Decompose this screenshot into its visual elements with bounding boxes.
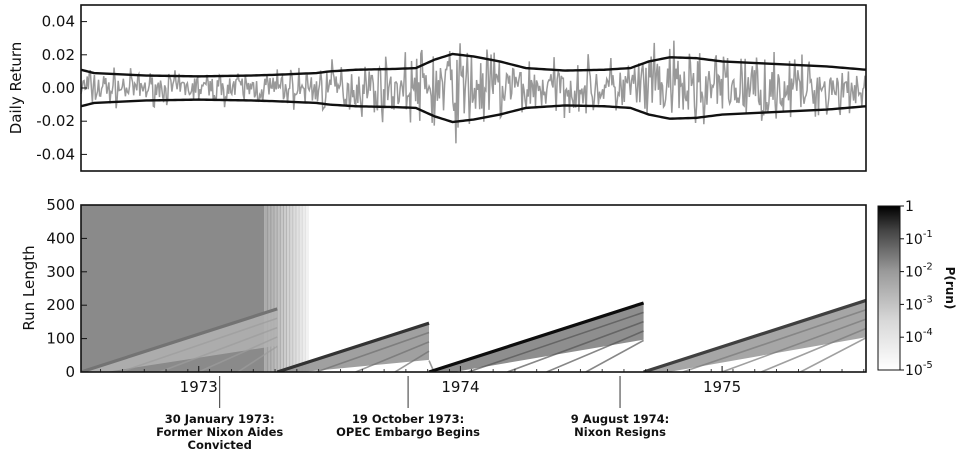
heatmap-fade-stripe bbox=[289, 205, 294, 372]
returns-y-tick-label: 0.02 bbox=[42, 46, 75, 64]
colorbar bbox=[877, 205, 901, 371]
heatmap-fade-stripe bbox=[279, 205, 284, 372]
heatmap-fade-stripe bbox=[286, 205, 291, 372]
heatmap-fade-stripe bbox=[283, 205, 288, 372]
heatmap-segment bbox=[81, 307, 278, 372]
returns-panel: 0.04 0.02 0.00 -0.02 -0.04 Daily Return bbox=[7, 4, 867, 172]
heatmap-fade-stripe bbox=[267, 205, 272, 372]
event-label-line: OPEC Embargo Begins bbox=[336, 425, 480, 439]
heatmap-frame bbox=[80, 204, 867, 373]
heatmap-marks bbox=[81, 205, 866, 372]
returns-marks bbox=[80, 40, 867, 144]
event-label-line: Convicted bbox=[188, 438, 252, 449]
event-label-line: 9 August 1974: bbox=[571, 412, 669, 426]
runlength-y-tick-label: 0 bbox=[65, 363, 75, 381]
heatmap-streak bbox=[800, 337, 866, 372]
year-tick-label: 1973 bbox=[180, 378, 218, 396]
runlength-y-axis-label: Run Length bbox=[20, 245, 38, 330]
heatmap-streak bbox=[546, 330, 644, 372]
heatmap-streak bbox=[198, 336, 278, 372]
heatmap-fade-stripe bbox=[273, 205, 278, 372]
heatmap-streak bbox=[467, 311, 644, 372]
runlength-y-tick-label: 100 bbox=[46, 330, 75, 348]
heatmap-run-diagonal bbox=[276, 321, 430, 372]
heatmap-streak bbox=[237, 345, 278, 372]
heatmap-run-diagonal bbox=[428, 301, 645, 372]
heatmap-streak bbox=[507, 320, 644, 372]
event-label-line: Nixon Resigns bbox=[574, 425, 666, 439]
year-tick-label: 1975 bbox=[703, 378, 741, 396]
colorbar-tick-label: 10-4 bbox=[905, 327, 933, 346]
colorbar-tick-label: 1 bbox=[905, 199, 914, 215]
colorbar-tick-label: 10-3 bbox=[905, 294, 933, 313]
colorbar-ticks: 1 10-1 10-2 10-3 10-4 10-5 bbox=[900, 199, 933, 379]
heatmap-fade-stripe bbox=[295, 205, 300, 372]
event-annotation: 19 October 1973:OPEC Embargo Begins bbox=[336, 376, 480, 439]
returns-y-ticks: 0.04 0.02 0.00 -0.02 -0.04 bbox=[36, 13, 87, 163]
event-label-line: 19 October 1973: bbox=[352, 412, 464, 426]
event-annotation: 30 January 1973:Former Nixon AidesConvic… bbox=[156, 376, 283, 449]
returns-y-tick-label: -0.04 bbox=[36, 145, 75, 163]
heatmap-fade-stripe bbox=[270, 205, 275, 372]
heatmap-streak bbox=[355, 341, 430, 372]
heatmap-fade-stripe bbox=[292, 205, 297, 372]
heatmap-streak bbox=[721, 318, 866, 372]
year-tick-label: 1974 bbox=[441, 378, 479, 396]
returns-y-tick-label: 0.04 bbox=[42, 13, 75, 31]
heatmap-segment bbox=[428, 301, 645, 372]
heatmap-streak bbox=[119, 317, 278, 372]
colorbar-tick-label: 10-1 bbox=[905, 229, 933, 248]
returns-y-tick-label: 0.00 bbox=[42, 79, 75, 97]
heatmap-streak bbox=[394, 350, 430, 372]
heatmap-streak bbox=[585, 339, 644, 372]
returns-y-tick-label: -0.02 bbox=[36, 112, 75, 130]
event-annotations: 30 January 1973:Former Nixon AidesConvic… bbox=[156, 376, 669, 449]
heatmap-segment bbox=[276, 321, 435, 372]
heatmap-run-diagonal bbox=[81, 307, 278, 372]
heatmap-fade-stripe bbox=[276, 205, 281, 372]
event-label-line: Former Nixon Aides bbox=[156, 425, 283, 439]
runlength-panel: 500 400 300 200 100 0 1973 1974 1975 Run Length… bbox=[20, 196, 957, 449]
heatmap-run-diagonal bbox=[643, 298, 866, 372]
colorbar-tick-label: 10-2 bbox=[905, 262, 933, 281]
heatmap-fade-stripe bbox=[298, 205, 303, 372]
colorbar-tick-label: 10-5 bbox=[905, 360, 933, 379]
heatmap-segment bbox=[643, 298, 866, 372]
heatmap-streak bbox=[682, 309, 866, 372]
event-annotation: 9 August 1974:Nixon Resigns bbox=[571, 376, 669, 439]
returns-y-axis-label: Daily Return bbox=[7, 42, 25, 135]
lower-band-line bbox=[80, 98, 867, 124]
heatmap-streak bbox=[316, 331, 430, 372]
upper-band-line bbox=[80, 52, 867, 78]
heatmap-streak bbox=[760, 327, 866, 372]
heatmap-streak bbox=[159, 326, 278, 372]
runlength-y-tick-label: 200 bbox=[46, 296, 75, 314]
event-label-line: 30 January 1973: bbox=[165, 412, 275, 426]
runlength-y-tick-label: 300 bbox=[46, 263, 75, 281]
runlength-y-ticks: 500 400 300 200 100 0 bbox=[46, 196, 87, 381]
daily-return-series-line bbox=[80, 40, 867, 144]
runlength-y-tick-label: 500 bbox=[46, 196, 75, 214]
year-x-ticks: 1973 1974 1975 bbox=[100, 366, 865, 396]
runlength-y-tick-label: 400 bbox=[46, 229, 75, 247]
heatmap-fade-stripe bbox=[301, 205, 306, 372]
heatmap-fade-stripe bbox=[264, 205, 269, 372]
colorbar-label: P(run) bbox=[943, 267, 957, 310]
heatmap-fade-stripe bbox=[304, 205, 309, 372]
